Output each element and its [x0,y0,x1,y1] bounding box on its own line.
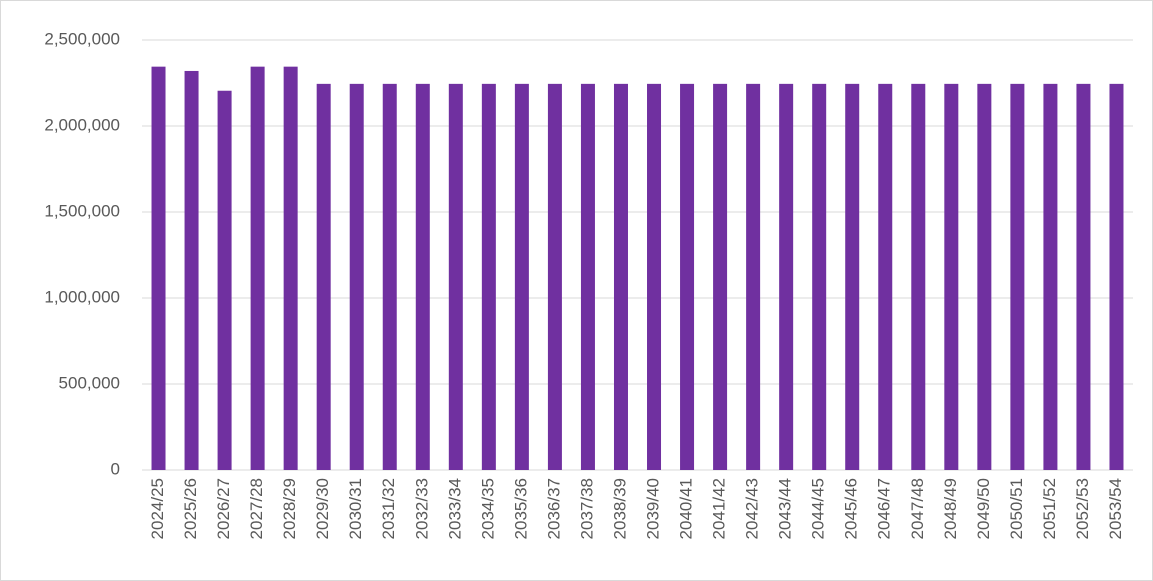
x-tick-label: 2031/32 [379,478,398,539]
bar [316,83,331,471]
bar [151,66,166,470]
y-tick-label: 2,000,000 [44,115,120,134]
bar [217,90,232,471]
x-tick-label: 2024/25 [148,478,167,539]
x-tick-label: 2048/49 [941,478,960,539]
bar [448,83,463,471]
bar [283,66,298,470]
x-tick-label: 2049/50 [974,478,993,539]
bar [250,66,265,470]
bar [911,83,926,471]
x-tick-label: 2026/27 [214,478,233,539]
x-tick-label: 2036/37 [544,478,563,539]
x-tick-label: 2047/48 [908,478,927,539]
y-tick-label: 1,000,000 [44,287,120,306]
bar [878,83,893,471]
bar [812,83,827,471]
bar [944,83,959,471]
x-tick-label: 2046/47 [875,478,894,539]
bar [977,83,992,471]
bar [1076,83,1091,471]
bar [184,70,199,471]
x-tick-label: 2030/31 [346,478,365,539]
bar [1043,83,1058,471]
x-tick-label: 2032/33 [412,478,431,539]
x-tick-label: 2045/46 [842,478,861,539]
y-tick-label: 0 [111,459,120,478]
x-tick-label: 2040/41 [677,478,696,539]
x-tick-label: 2035/36 [511,478,530,539]
x-tick-label: 2038/39 [610,478,629,539]
y-tick-label: 1,500,000 [44,201,120,220]
x-tick-label: 2041/42 [710,478,729,539]
x-tick-label: 2039/40 [644,478,663,539]
bar [514,83,529,471]
bar [779,83,794,471]
bar [613,83,628,471]
bar [680,83,695,471]
x-tick-label: 2029/30 [313,478,332,539]
x-tick-label: 2053/54 [1106,478,1125,539]
bar [845,83,860,471]
bar [746,83,761,471]
x-tick-label: 2027/28 [247,478,266,539]
bar [1109,83,1124,471]
y-tick-label: 500,000 [59,373,120,392]
x-tick-label: 2052/53 [1073,478,1092,539]
x-tick-label: 2034/35 [478,478,497,539]
bar [547,83,562,471]
bar [713,83,728,471]
bar [1010,83,1025,471]
bar [481,83,496,471]
x-tick-label: 2044/45 [809,478,828,539]
x-tick-label: 2037/38 [577,478,596,539]
bar [349,83,364,471]
bar [382,83,397,471]
x-tick-label: 2033/34 [445,478,464,539]
x-tick-label: 2051/52 [1040,478,1059,539]
bar [647,83,662,471]
bar [415,83,430,471]
x-tick-label: 2028/29 [280,478,299,539]
x-tick-label: 2043/44 [776,478,795,539]
bar [580,83,595,471]
x-tick-label: 2050/51 [1007,478,1026,539]
x-tick-label: 2025/26 [181,478,200,539]
y-tick-label: 2,500,000 [44,29,120,48]
x-tick-label: 2042/43 [743,478,762,539]
